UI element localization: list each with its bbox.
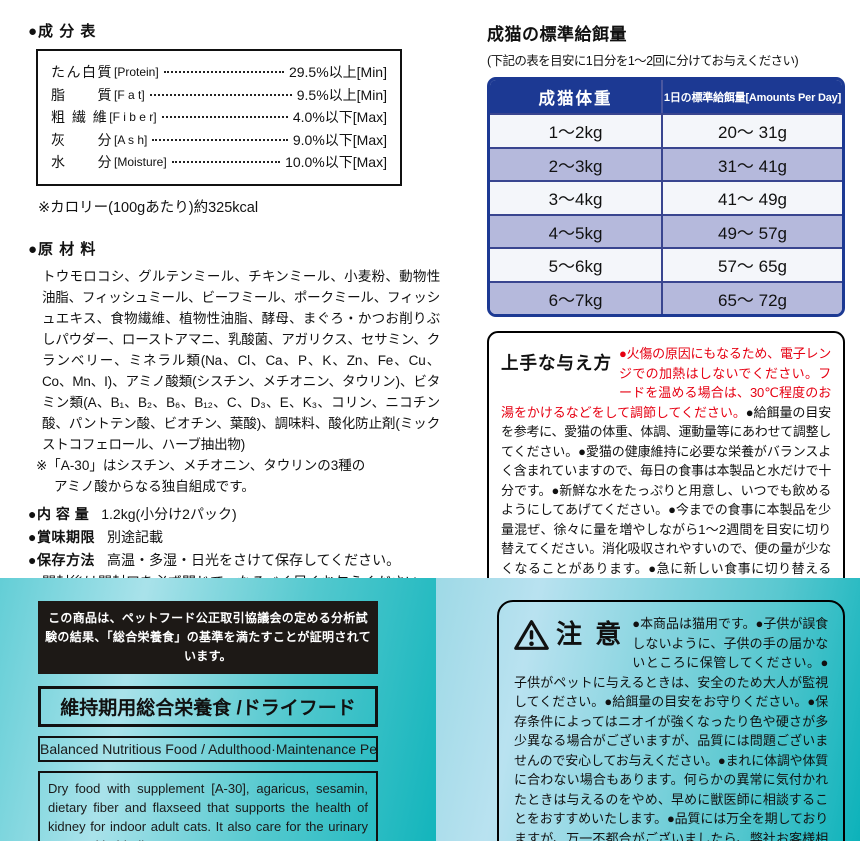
weight-cell: 5～6kg [490, 249, 663, 281]
nutrient-name-en: [Protein] [114, 65, 159, 80]
dot-leader [149, 93, 292, 96]
caution-body-text: ●本商品は猫用です。●子供が誤食しないように、子供の手の届かないところに保管して… [514, 616, 828, 841]
feeding-table: 成猫体重 1日の標準給餌量[Amounts Per Day] 1～2kg 20～… [487, 77, 845, 317]
composition-row-fat: 脂 質 [F a t] 9.5%以上[Min] [51, 84, 387, 107]
english-description: Dry food with supplement [A-30], agaricu… [38, 771, 378, 841]
feeding-subtitle: (下記の表を目安に1日分を1～2回に分けてお与えください) [487, 54, 799, 68]
left-column: ●成 分 表 たん白質 [Protein] 29.5%以上[Min] 脂 質 [F … [28, 20, 452, 592]
nutrient-name-jp: 粗 繊 維 [51, 109, 109, 126]
right-column: 成猫の標準給餌量 (下記の表を目安に1日分を1～2回に分けてお与えください) 成… [487, 20, 845, 651]
weight-cell: 3～4kg [490, 182, 663, 214]
dot-leader [163, 71, 284, 74]
bottom-right-panel: 注 意 ●本商品は猫用です。●子供が誤食しないように、子供の手の届かないところに… [436, 578, 860, 841]
header-amount: 1日の標準給餌量[Amounts Per Day] [663, 91, 842, 104]
nutrient-value: 9.0%以下[Max] [292, 131, 387, 148]
composition-row-protein: たん白質 [Protein] 29.5%以上[Min] [51, 61, 387, 84]
table-row: 6～7kg 65～ 72g [490, 280, 842, 314]
composition-row-fiber: 粗 繊 維 [F i b e r] 4.0%以下[Max] [51, 106, 387, 129]
detail-label: ●内 容 量 [28, 505, 90, 522]
detail-label: ●賞味期限 [28, 528, 95, 545]
nutrient-value: 10.0%以下[Max] [285, 154, 387, 171]
detail-value: 別途記載 [106, 528, 163, 545]
feeding-table-header: 成猫体重 1日の標準給餌量[Amounts Per Day] [490, 80, 842, 113]
food-type-jp: 維持期用総合栄養食 /ドライフード [38, 686, 378, 727]
nutrient-name-jp: たん白質 [51, 64, 113, 81]
ingredients-note-line1: ※「A-30」はシスチン、メチオニン、タウリンの3種の [36, 457, 366, 473]
nutrient-name-jp: 脂 質 [51, 86, 113, 103]
howto-title: 上手な与え方 [501, 353, 612, 373]
amount-cell: 20～ 31g [718, 123, 787, 143]
detail-row-contents: ●内 容 量 1.2kg(小分け2パック) [28, 504, 452, 524]
composition-heading: ●成 分 表 [28, 23, 97, 40]
caution-title: 注 意 [514, 615, 624, 655]
composition-row-moisture: 水 分 [Moisture] 10.0%以下[Max] [51, 151, 387, 174]
dot-leader [171, 161, 281, 164]
nutrient-value: 4.0%以下[Max] [292, 109, 387, 126]
table-row: 2～3kg 31～ 41g [490, 146, 842, 180]
weight-cell: 4～5kg [490, 215, 663, 247]
bottom-left-panel: この商品は、ペットフード公正取引協議会の定める分析試験の結果、「総合栄養食」の基… [0, 578, 436, 841]
ingredients-text: トウモロコシ、グルテンミール、チキンミール、小麦粉、動物性油脂、フィッシュミール… [42, 268, 440, 452]
nutrient-value: 29.5%以上[Min] [288, 64, 387, 81]
ingredients-heading: ●原 材 料 [28, 240, 97, 258]
header-weight: 成猫体重 [490, 80, 663, 113]
nutrient-name-jp: 水 分 [51, 154, 113, 171]
composition-table: たん白質 [Protein] 29.5%以上[Min] 脂 質 [F a t] 9.… [36, 49, 402, 186]
detail-row-expiry: ●賞味期限 別途記載 [28, 527, 452, 547]
detail-row-storage: ●保存方法 高温・多湿・日光をさけて保存してください。 [28, 550, 452, 570]
warning-triangle-icon [514, 620, 549, 650]
detail-value: 1.2kg(小分け2パック) [101, 505, 237, 522]
nutrient-name-jp: 灰 分 [51, 131, 113, 148]
nutrient-value: 9.5%以上[Min] [296, 86, 387, 103]
amount-cell: 41～ 49g [718, 190, 787, 210]
amount-cell: 49～ 57g [718, 223, 787, 243]
howto-warning-text: ●火傷の原因にもなるため、電子レンジでの加熱はしないでください。フードを温める場… [501, 346, 831, 420]
detail-value: 高温・多湿・日光をさけて保存してください。 [106, 551, 401, 568]
dot-leader [152, 138, 288, 141]
amount-cell: 57～ 65g [718, 257, 787, 277]
nutrient-name-en: [F i b e r] [109, 110, 157, 125]
table-row: 3～4kg 41～ 49g [490, 180, 842, 214]
composition-row-ash: 灰 分 [A s h] 9.0%以下[Max] [51, 129, 387, 152]
food-type-en: Balanced Nutritious Food / Adulthood·Mai… [38, 736, 378, 762]
amount-cell: 31～ 41g [718, 156, 787, 176]
weight-cell: 6～7kg [490, 282, 663, 314]
bottom-banner: この商品は、ペットフード公正取引協議会の定める分析試験の結果、「総合栄養食」の基… [0, 578, 860, 841]
table-row: 5～6kg 57～ 65g [490, 247, 842, 281]
amount-cell: 65～ 72g [718, 290, 787, 310]
detail-label: ●保存方法 [28, 551, 95, 568]
caution-box: 注 意 ●本商品は猫用です。●子供が誤食しないように、子供の手の届かないところに… [497, 600, 845, 841]
ingredients-note: ※「A-30」はシスチン、メチオニン、タウリンの3種の アミノ酸からなる独自組成… [36, 455, 452, 497]
caution-title-text: 注 意 [556, 619, 625, 650]
nutrient-name-en: [A s h] [114, 132, 148, 147]
table-row: 1～2kg 20～ 31g [490, 113, 842, 147]
ingredients-note-line2: アミノ酸からなる独自組成です。 [54, 478, 255, 494]
nutrient-name-en: [Moisture] [114, 155, 167, 170]
certification-box: この商品は、ペットフード公正取引協議会の定める分析試験の結果、「総合栄養食」の基… [38, 601, 378, 674]
nutrient-name-en: [F a t] [114, 87, 145, 102]
feeding-title: 成猫の標準給餌量 [487, 25, 627, 44]
table-row: 4～5kg 49～ 57g [490, 213, 842, 247]
calorie-note: ※カロリー(100gあたり)約325kcal [38, 199, 259, 216]
dot-leader [161, 116, 288, 119]
weight-cell: 1～2kg [490, 115, 663, 147]
weight-cell: 2～3kg [490, 148, 663, 180]
